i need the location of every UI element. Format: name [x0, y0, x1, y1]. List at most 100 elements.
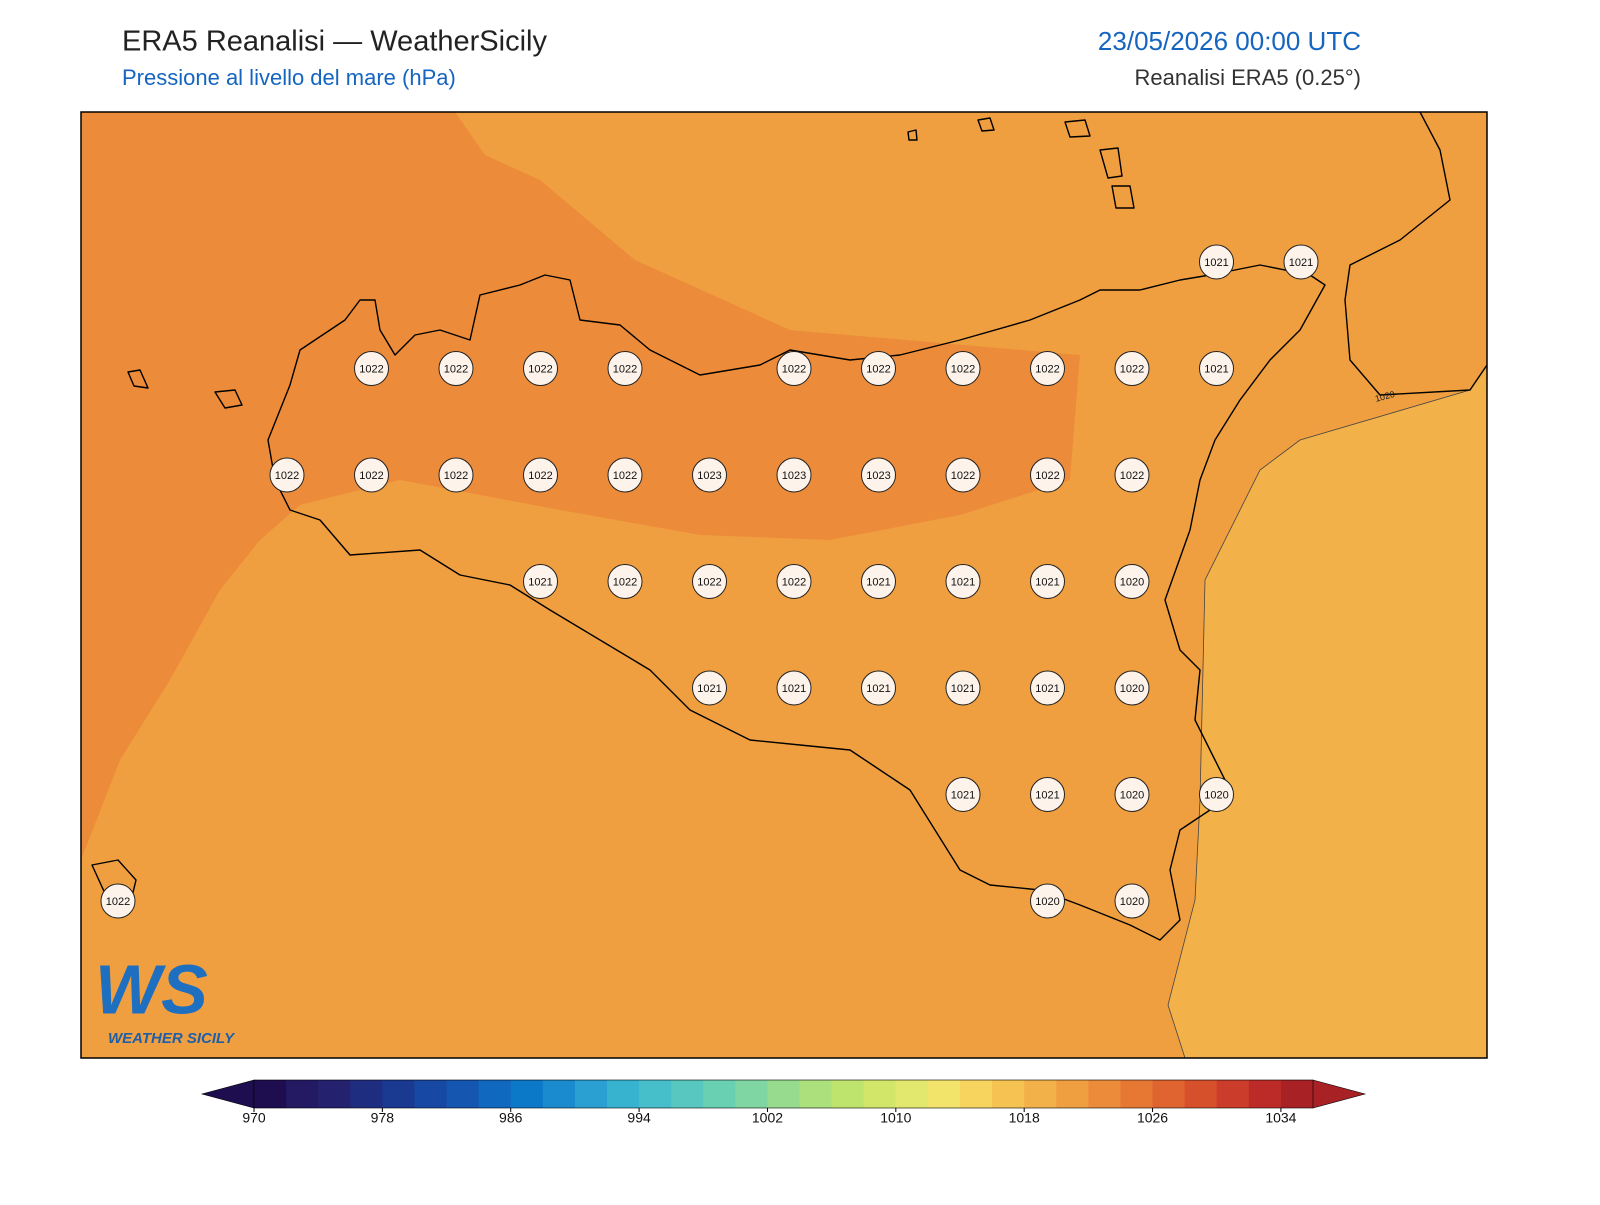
colorbar-tick-label: 1002 [752, 1110, 783, 1126]
station-marker [861, 457, 896, 493]
station-value: 1022 [359, 470, 383, 482]
colorbar-segment [992, 1080, 1025, 1108]
station-value: 1020 [1035, 896, 1059, 908]
station-marker [861, 351, 896, 386]
colorbar-segment [1280, 1080, 1314, 1108]
station-value: 1022 [866, 363, 890, 375]
station-value: 1022 [106, 896, 130, 908]
station-marker [607, 564, 643, 599]
station-value: 1022 [444, 363, 468, 375]
islands [91, 117, 1135, 906]
station-value: 1022 [275, 470, 299, 482]
station-marker [692, 670, 727, 706]
logo-text: WEATHER SICILY [108, 1030, 236, 1047]
station-marker [1199, 777, 1234, 812]
colorbar-segment [703, 1080, 736, 1108]
logo: WS WEATHER SICILY [95, 950, 236, 1046]
station-value: 1021 [951, 683, 975, 695]
colorbar-segment [286, 1080, 319, 1108]
station-marker [692, 564, 727, 599]
colorbar-tick-label: 994 [627, 1110, 651, 1126]
logo-mark: WS [95, 950, 208, 1028]
station-marker [523, 351, 558, 386]
station-marker [354, 457, 389, 493]
station-marker [1030, 457, 1065, 493]
colorbar-segment [607, 1080, 640, 1108]
colorbar-segment [1088, 1080, 1121, 1108]
station-marker [945, 351, 981, 386]
colorbar-segment [671, 1080, 704, 1108]
station-marker [776, 564, 812, 599]
station-marker [1114, 564, 1150, 599]
colorbar-segment [1152, 1080, 1186, 1108]
pressure-band [81, 112, 1080, 860]
station-value: 1021 [951, 576, 975, 588]
station-value: 1022 [613, 470, 637, 482]
station-marker [1114, 883, 1150, 919]
colorbar: 970 978 986 994 1002 1010 1018 1026 1034 [200, 1079, 1367, 1126]
station-value: 1022 [951, 363, 975, 375]
station-value: 1021 [1035, 789, 1059, 801]
station-value: 1020 [1204, 789, 1228, 801]
station-marker [861, 564, 896, 599]
station-marker [269, 457, 305, 493]
source: Reanalisi ERA5 (0.25°) [1135, 65, 1361, 90]
station-marker [945, 670, 981, 706]
station-value: 1021 [697, 683, 721, 695]
station-value: 1020 [1120, 576, 1144, 588]
colorbar-tick-label: 986 [499, 1110, 523, 1126]
station-value: 1022 [1120, 470, 1144, 482]
station-marker [945, 457, 981, 493]
station-value: 1022 [613, 363, 637, 375]
colorbar-extend [200, 1079, 255, 1109]
station-marker [523, 564, 558, 599]
colorbar-segment [542, 1080, 576, 1108]
colorbar-segment [960, 1080, 993, 1108]
colorbar-segment [510, 1080, 544, 1108]
station-marker [354, 351, 389, 386]
title: ERA5 Reanalisi — WeatherSicily [122, 26, 547, 58]
colorbar-segment [799, 1080, 833, 1108]
map-frame [80, 111, 1488, 1059]
station-value: 1023 [866, 470, 890, 482]
subtitle: Pressione al livello del mare (hPa) [122, 65, 456, 90]
map: 1020 1021 1021 1022 1022 1022 1022 1022 1022 102… [80, 111, 1488, 1059]
station-marker [438, 457, 474, 493]
colorbar-tick-label: 1010 [880, 1110, 911, 1126]
station-marker [1283, 244, 1319, 280]
station-marker [776, 457, 812, 493]
station-value: 1021 [1035, 576, 1059, 588]
station-marker [1030, 351, 1065, 386]
colorbar-segment [574, 1080, 608, 1108]
colorbar-tick-label: 978 [371, 1110, 395, 1126]
station-marker [945, 777, 981, 812]
station-value: 1022 [782, 576, 806, 588]
station-marker [945, 564, 981, 599]
station-value: 1022 [528, 363, 552, 375]
station-marker [1114, 777, 1150, 812]
station-value: 1021 [951, 789, 975, 801]
colorbar-segment [735, 1080, 768, 1108]
station-marker [776, 351, 812, 386]
station-marker [1114, 351, 1150, 386]
colorbar-segment [1056, 1080, 1089, 1108]
colorbar-segment [863, 1080, 897, 1108]
station-marker [861, 670, 896, 706]
station-value: 1022 [782, 363, 806, 375]
station-value: 1023 [782, 470, 806, 482]
colorbar-tick-label: 1018 [1009, 1110, 1040, 1126]
colorbar-segment [927, 1080, 961, 1108]
station-marker [607, 457, 643, 493]
station-marker [1030, 564, 1065, 599]
station-value: 1020 [1120, 683, 1144, 695]
station-value: 1021 [528, 576, 552, 588]
station-marker [100, 883, 136, 919]
station-value: 1021 [866, 576, 890, 588]
station-value: 1020 [1120, 789, 1144, 801]
station-value: 1022 [697, 576, 721, 588]
calabria-coastline [1344, 111, 1488, 396]
colorbar-segment [1120, 1080, 1154, 1108]
station-value: 1022 [1035, 363, 1059, 375]
